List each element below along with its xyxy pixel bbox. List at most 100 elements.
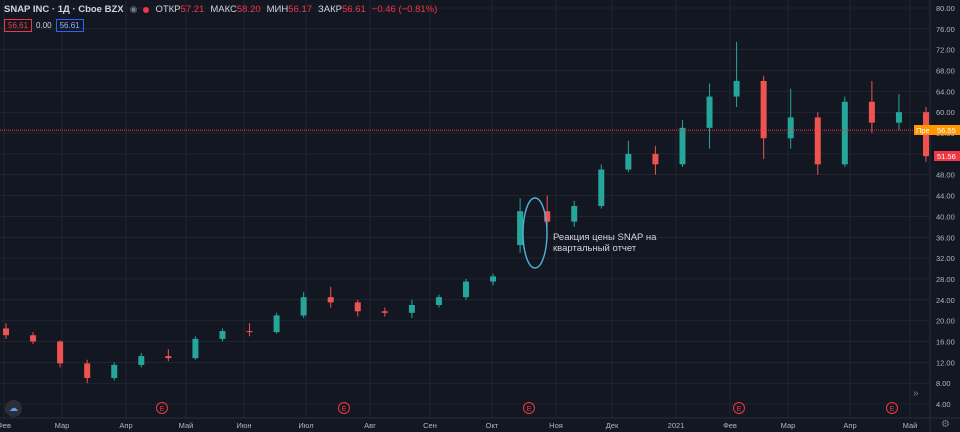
candle-body (381, 311, 388, 313)
candle (408, 299, 415, 319)
y-tick-label: 64.00 (936, 87, 955, 96)
candle (760, 75, 767, 160)
candle (625, 140, 632, 173)
earnings-marker[interactable]: E (338, 402, 350, 414)
candle (435, 294, 442, 308)
earnings-marker-label: E (890, 406, 895, 413)
candle (246, 323, 253, 337)
candle (327, 286, 334, 308)
svg-text:56.55: 56.55 (937, 126, 956, 135)
candle-body (814, 117, 821, 165)
candle-body (571, 206, 578, 222)
bid-box[interactable]: 56.61 (4, 19, 33, 32)
candle (84, 359, 91, 384)
earnings-marker-circle (338, 402, 350, 414)
candle-body (733, 80, 740, 97)
earnings-marker-circle (733, 402, 745, 414)
x-tick-label: Июл (298, 421, 313, 430)
y-tick-label: 8.00 (936, 379, 951, 388)
ask-box[interactable]: 56.61 (55, 19, 84, 32)
y-tick-label: 4.00 (936, 400, 951, 409)
y-tick-label: 32.00 (936, 254, 955, 263)
annotation-ellipse[interactable] (522, 197, 548, 269)
y-tick-label: 44.00 (936, 192, 955, 201)
candle-body (3, 328, 9, 336)
earnings-marker[interactable]: E (886, 402, 898, 414)
earnings-marker[interactable]: E (156, 402, 168, 414)
bid-ask-row: 56.61 0.00 56.61 (4, 19, 84, 32)
candle (706, 83, 713, 149)
earnings-marker-circle (523, 402, 535, 414)
gear-icon[interactable]: ⚙ (941, 419, 950, 430)
candle (300, 291, 307, 319)
y-tick-label: 72.00 (936, 46, 955, 55)
symbol-title[interactable]: SNAP INC · 1Д · Cboe BZX (4, 4, 124, 15)
x-tick-label: Фев (723, 421, 737, 430)
x-tick-label: Май (903, 421, 918, 430)
candles (3, 41, 929, 384)
y-tick-label: 20.00 (936, 317, 955, 326)
y-tick-label: 36.00 (936, 233, 955, 242)
candle-body (138, 356, 145, 365)
candle-body (435, 297, 442, 305)
candle-body (111, 364, 118, 378)
candle (868, 80, 875, 134)
y-tick-label: 12.00 (936, 358, 955, 367)
x-tick-label: Июн (236, 421, 251, 430)
candle-body (544, 211, 551, 222)
candle-body (598, 169, 605, 206)
change-value: −0.46 (−0.81%) (371, 4, 438, 15)
tradingview-logo-icon[interactable]: ☁ (5, 400, 22, 417)
candle-body (408, 305, 415, 313)
annotation-text-line2[interactable]: квартальный отчет (553, 243, 637, 254)
y-tick-label: 68.00 (936, 67, 955, 76)
candle (165, 349, 172, 362)
earnings-marker-label: E (737, 406, 742, 413)
candle (787, 88, 794, 149)
svg-text:51.56: 51.56 (937, 152, 956, 161)
candle-body (84, 363, 91, 378)
candle (571, 200, 578, 227)
earnings-marker[interactable]: E (523, 402, 535, 414)
candle (841, 96, 848, 167)
candle-body (625, 153, 632, 170)
y-tick-label: 40.00 (936, 212, 955, 221)
candle-body (841, 101, 848, 165)
candle (652, 146, 659, 175)
vertical-gridlines (3, 0, 911, 418)
candle-body (679, 127, 686, 165)
y-tick-label: 48.00 (936, 171, 955, 180)
candle (30, 332, 37, 345)
horizontal-gridlines (0, 7, 930, 405)
chart-header: SNAP INC · 1Д · Cboe BZX ◉ ОТКР57.21 МАК… (4, 4, 438, 15)
x-tick-label: Мар (55, 421, 70, 430)
candle-body (760, 80, 767, 139)
x-tick-label: Фев (0, 421, 11, 430)
annotation-text-line1[interactable]: Реакция цены SNAP на (553, 232, 657, 243)
earnings-marker-circle (156, 402, 168, 414)
earnings-marker-circle (886, 402, 898, 414)
candle (598, 164, 605, 209)
candle (111, 362, 118, 381)
scroll-right-icon[interactable]: » (913, 388, 919, 399)
time-axis[interactable]: Фев Мар Апр Май Июн Июл Авг Сен Окт Ноя Дек 2021 Фев… (0, 421, 917, 430)
x-tick-label: Дек (606, 421, 619, 430)
candle-body (706, 96, 713, 128)
candle-body (354, 302, 361, 312)
candle (138, 352, 145, 368)
candle (354, 299, 361, 317)
candle (219, 328, 226, 342)
candle-body (300, 297, 307, 316)
eye-icon[interactable]: ◉ (129, 4, 138, 14)
candle-body (463, 281, 469, 298)
candle-body (490, 276, 497, 282)
earnings-marker[interactable]: E (733, 402, 745, 414)
spread-value: 0.00 (36, 21, 52, 30)
candle-body (165, 356, 172, 359)
y-tick-label: 76.00 (936, 25, 955, 34)
y-tick-label: 60.00 (936, 108, 955, 117)
y-tick-label: 24.00 (936, 296, 955, 305)
